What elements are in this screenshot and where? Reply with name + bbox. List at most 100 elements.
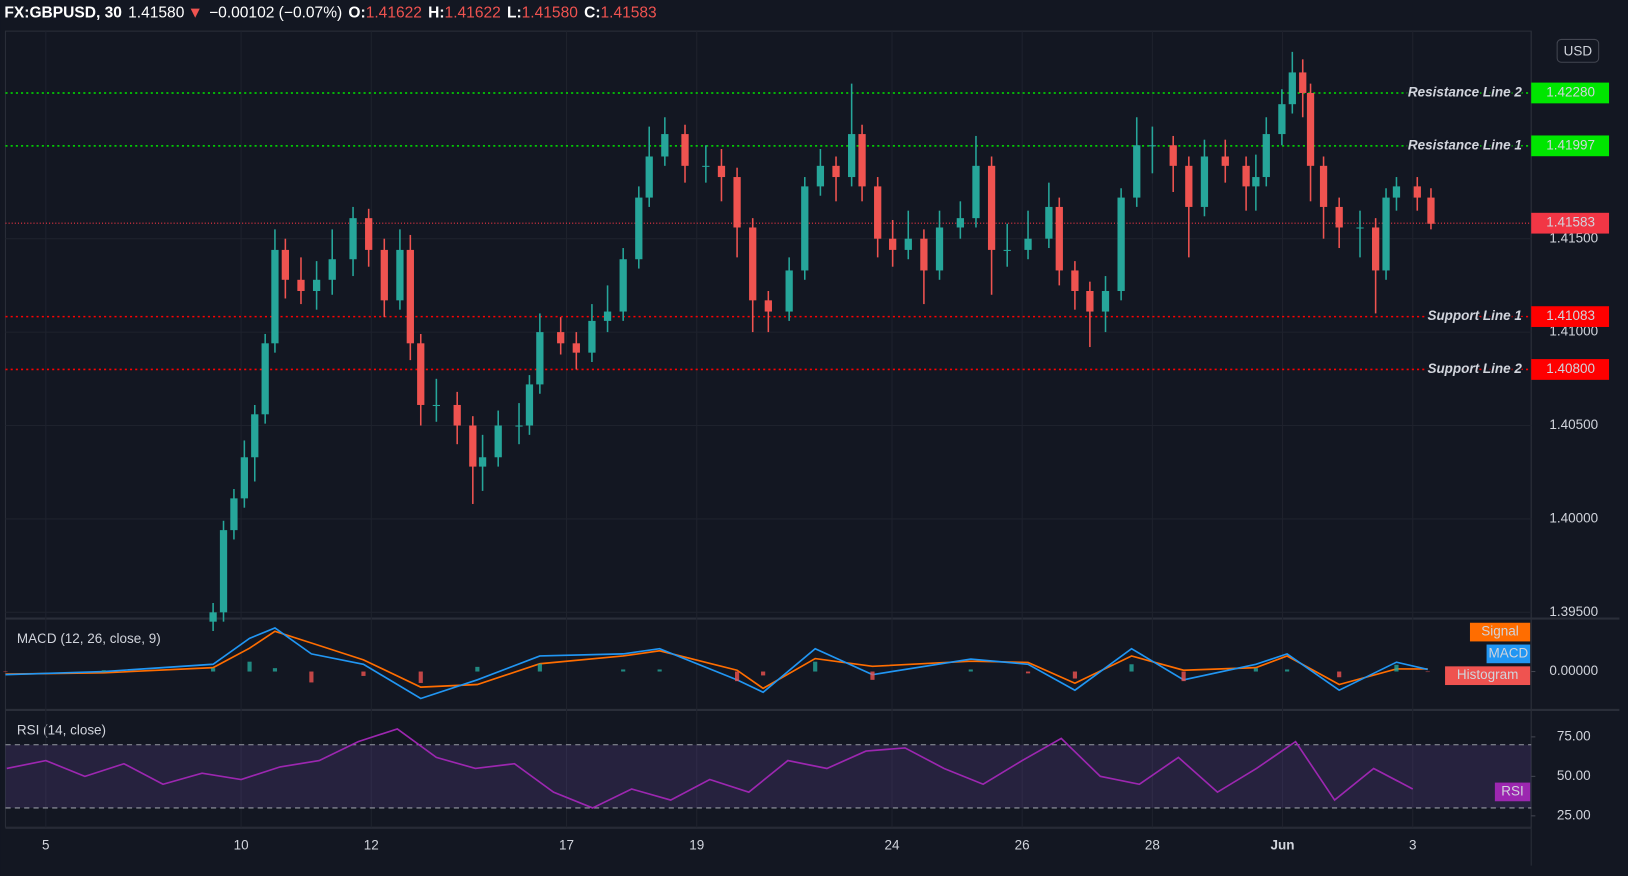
candle-body (1086, 291, 1094, 312)
candle-body (297, 279, 305, 292)
y-tick-label: 0.00000 (1549, 663, 1598, 678)
candle-body (417, 343, 425, 405)
candle-body (1185, 165, 1193, 207)
candle-body (588, 320, 596, 353)
candle-body (858, 134, 866, 187)
series-line (5, 626, 1428, 700)
histogram-bar (813, 661, 818, 672)
x-tick-label: 5 (42, 837, 50, 852)
legend-badge (1469, 622, 1531, 642)
candle-body (1055, 206, 1063, 271)
x-tick-label: 17 (559, 837, 574, 852)
candle-body (1427, 197, 1435, 224)
candle-body (1413, 186, 1421, 198)
legend-label: Histogram (1457, 667, 1518, 682)
candle-body (972, 165, 980, 219)
x-tick-label: 12 (364, 837, 379, 852)
candle-body (987, 165, 996, 250)
candle-body (1299, 72, 1307, 93)
histogram-bar (418, 671, 423, 683)
ohlc-label: C: (584, 5, 600, 22)
ohlc-label: O: (348, 5, 365, 22)
candle-body (396, 249, 404, 301)
candle-body (832, 165, 840, 178)
histogram-bar (735, 671, 740, 682)
candle-body (219, 530, 228, 613)
change-arrow: ▼ (187, 5, 202, 22)
histogram-bar (101, 670, 106, 672)
y-tick-label: 75.00 (1557, 728, 1591, 743)
histogram-bar (1025, 671, 1031, 674)
histogram-bar (1285, 669, 1290, 672)
histogram-bar (309, 671, 314, 683)
candle-body (603, 311, 612, 321)
histogram-bar (1337, 671, 1342, 678)
ohlc-value: 1.41583 (601, 5, 657, 22)
candle-body (525, 384, 534, 426)
candle-body (904, 238, 912, 250)
candle-body (1071, 270, 1079, 292)
histogram-bar (761, 671, 766, 676)
candle-body (1242, 165, 1250, 187)
candle-body (1117, 197, 1125, 292)
candle-body (1045, 206, 1053, 239)
candle-body (209, 612, 217, 622)
candle-body (1356, 227, 1364, 229)
histogram-bar (621, 669, 626, 672)
x-tick-label: 26 (1015, 837, 1030, 852)
candle-body (557, 332, 565, 344)
x-tick-label: 10 (234, 837, 249, 852)
candle-body (1382, 197, 1390, 271)
histogram-bar (3, 671, 8, 673)
candle-body (406, 249, 414, 344)
level-value: 1.42280 (1546, 85, 1595, 100)
candle-body (733, 177, 741, 228)
candle-body (271, 249, 279, 344)
header: FX:GBPUSD, 30 1.41580 ▼ −0.00102 (−0.07%) O:… (4, 5, 656, 22)
histogram-bar (657, 669, 662, 672)
last-price: 1.41580 (128, 5, 185, 22)
last-price-badge (1531, 212, 1610, 234)
macd-title: MACD (12, 26, close, 9) (17, 631, 161, 646)
ohlc-value: 1.41580 (522, 5, 579, 22)
candle-body (240, 457, 248, 499)
level-name: Resistance Line 2 (1408, 85, 1522, 100)
legend-badge (1445, 666, 1531, 686)
candle-body (635, 197, 643, 260)
candle-body (645, 156, 653, 198)
legend-label: MACD (1489, 645, 1529, 660)
candle-body (702, 165, 710, 167)
x-tick-label: 3 (1409, 837, 1417, 852)
candle-body (365, 218, 373, 250)
candle-body (515, 425, 523, 427)
candle-body (1252, 177, 1260, 187)
level-badge (1531, 359, 1610, 380)
currency[interactable]: USD (1564, 43, 1593, 58)
histogram-bar (272, 668, 278, 672)
legend-label: Signal (1481, 624, 1518, 639)
candle-body (920, 238, 928, 271)
symbol: FX:GBPUSD, 30 (4, 5, 122, 22)
histogram-bar (870, 671, 875, 680)
level-value: 1.40800 (1546, 361, 1595, 376)
candle-body (536, 332, 544, 385)
level-name: Resistance Line 1 (1408, 137, 1522, 152)
candle-body (572, 343, 580, 353)
candle-body (432, 404, 440, 406)
candle-body (349, 218, 357, 260)
histogram-bar (537, 663, 542, 672)
histogram-bar (968, 669, 973, 672)
candle-body (889, 238, 897, 250)
currency-button[interactable] (1556, 38, 1600, 63)
y-tick-label: 1.40500 (1549, 417, 1598, 432)
candle-body (380, 249, 388, 301)
plot-frame (4, 30, 1532, 828)
change: −0.00102 (−0.07%) (209, 5, 342, 22)
candle-body (469, 425, 477, 467)
candle-body (478, 457, 487, 467)
ohlc-value: 1.41622 (366, 5, 422, 22)
histogram-bar (1072, 671, 1077, 679)
series-line (6, 728, 1414, 809)
candle-body (785, 270, 793, 312)
